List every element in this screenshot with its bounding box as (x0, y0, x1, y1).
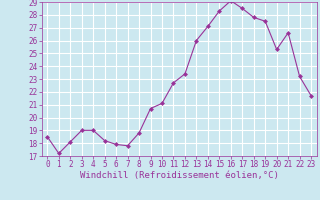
X-axis label: Windchill (Refroidissement éolien,°C): Windchill (Refroidissement éolien,°C) (80, 171, 279, 180)
